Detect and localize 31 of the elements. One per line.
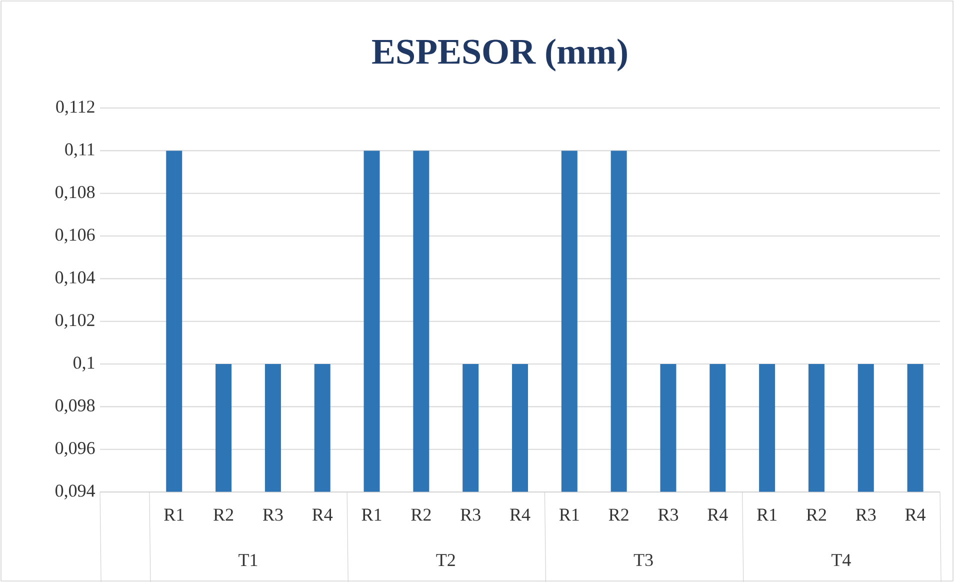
y-tick-label: 0,11 <box>65 143 94 158</box>
x-tick-label: R4 <box>905 508 926 521</box>
text: T3 <box>634 554 653 566</box>
y-tick-label: 0,108 <box>55 186 95 201</box>
y-tick-label: 0,102 <box>55 314 94 329</box>
chart-title: ESPESOR (mm) <box>372 38 627 72</box>
text: T1 <box>238 554 258 566</box>
y-tick-label: 0,094 <box>55 484 96 500</box>
x-tick-label: R1 <box>559 508 579 521</box>
x-tick-label: R2 <box>806 508 826 521</box>
x-tick-label: R4 <box>510 508 530 521</box>
x-tick-label: R3 <box>262 508 283 521</box>
text: T4 <box>832 554 851 566</box>
text: T2 <box>436 554 455 566</box>
y-tick-label: 0,104 <box>55 271 96 286</box>
x-tick-label: R3 <box>856 508 876 521</box>
x-tick-label: R2 <box>411 508 431 521</box>
x-tick-label: R4 <box>312 508 333 521</box>
y-tick-label: 0,1 <box>73 356 94 372</box>
x-tick-label: R1 <box>164 508 184 521</box>
x-tick-label: R3 <box>460 508 480 521</box>
x-tick-label: R1 <box>757 508 776 521</box>
x-tick-label: R2 <box>214 508 234 521</box>
x-tick-label: R3 <box>658 508 678 521</box>
y-tick-label: 0,112 <box>56 100 94 116</box>
y-tick-label: 0,098 <box>55 399 95 414</box>
x-tick-label: R1 <box>362 508 382 521</box>
x-tick-label: R4 <box>708 508 728 521</box>
y-tick-label: 0,096 <box>55 442 95 457</box>
y-tick-label: 0,106 <box>55 228 95 244</box>
x-tick-label: R2 <box>608 508 628 521</box>
